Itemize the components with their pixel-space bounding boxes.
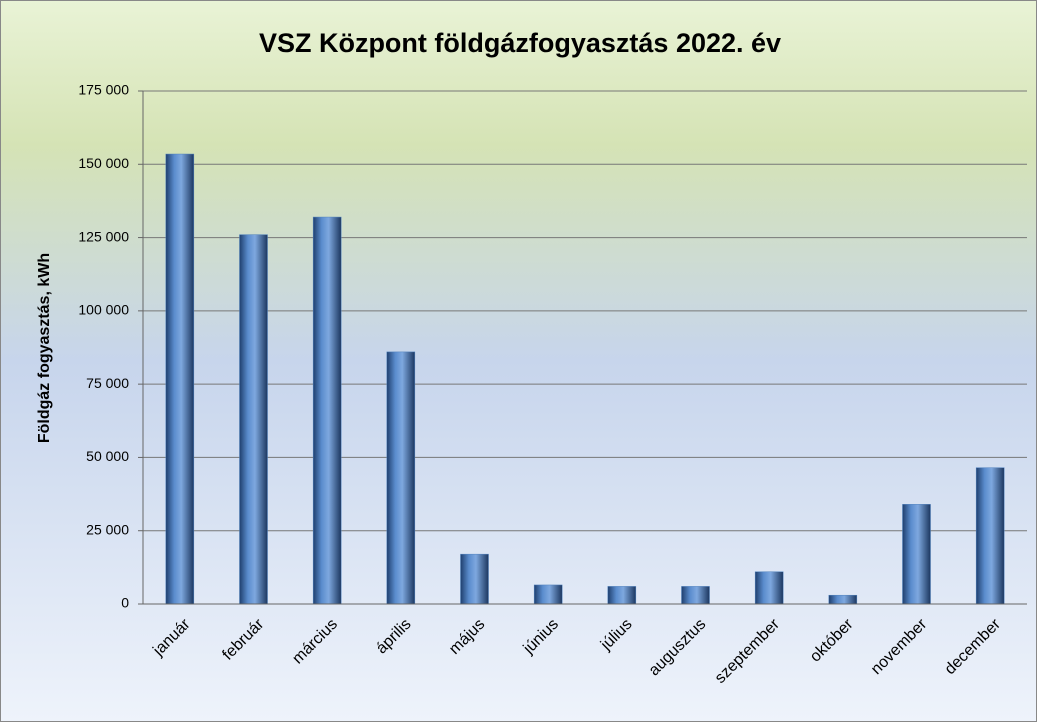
y-tick-label: 50 000 — [86, 448, 129, 464]
bar — [533, 584, 563, 605]
y-axis-label: Földgáz fogyasztás, kWh — [36, 253, 53, 443]
bar — [165, 153, 195, 605]
bar — [239, 234, 268, 605]
bar — [386, 351, 416, 605]
bar — [754, 571, 784, 605]
bar — [902, 504, 931, 605]
bar — [975, 467, 1005, 605]
bar — [607, 586, 637, 605]
y-tick-label: 125 000 — [78, 228, 129, 244]
y-tick-label: 100 000 — [78, 302, 129, 318]
bar — [312, 216, 342, 605]
bar — [460, 553, 489, 605]
y-tick-label: 75 000 — [86, 375, 129, 391]
y-tick-label: 0 — [121, 595, 129, 611]
y-tick-label: 25 000 — [86, 521, 129, 537]
bar — [681, 586, 710, 605]
y-tick-label: 150 000 — [78, 155, 129, 171]
bar — [828, 594, 858, 605]
y-tick-label: 175 000 — [78, 82, 129, 98]
chart-title: VSZ Központ földgázfogyasztás 2022. év — [259, 28, 781, 58]
